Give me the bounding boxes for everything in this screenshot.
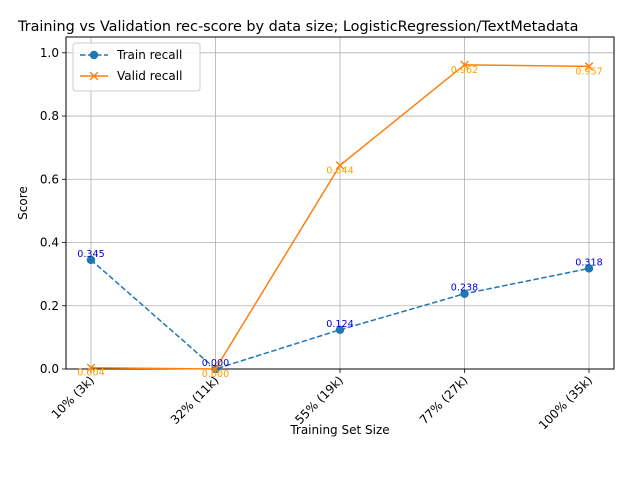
data-point: [335, 161, 345, 170]
data-point: [211, 364, 220, 374]
y-axis: 0.0 0.2 0.4 0.6 0.8 1.0: [40, 46, 66, 376]
y-tick-label: 0.6: [40, 172, 59, 186]
y-tick-label: 0.2: [40, 299, 59, 313]
data-point: [460, 60, 469, 70]
data-point: [584, 62, 594, 71]
y-tick-label: 0.4: [40, 236, 59, 250]
data-labels: 0.345 0.000 0.124 0.238 0.318 0.004 0.000 0.644…: [77, 65, 602, 380]
data-label: 0.962: [451, 65, 478, 76]
y-tick-label: 1.0: [40, 46, 59, 60]
series-layer: [86, 60, 594, 374]
data-label: 0.000: [202, 369, 229, 380]
y-tick-label: 0.8: [40, 109, 59, 123]
data-point: [335, 325, 345, 334]
legend-label: Train recall: [116, 48, 182, 62]
data-label: 0.957: [575, 66, 602, 77]
data-point: [86, 363, 96, 373]
data-label: 0.318: [575, 257, 602, 268]
chart-title: Training vs Validation rec-score by data…: [17, 19, 578, 35]
x-tick-label: 10% (3k): [49, 373, 97, 421]
x-tick-label: 55% (19k): [292, 373, 346, 427]
legend: Train recall Valid recall: [72, 42, 201, 92]
data-point: [460, 289, 469, 298]
legend-label: Valid recall: [117, 69, 182, 83]
y-tick-label: 0.0: [40, 362, 59, 376]
x-axis-label: Training Set Size: [289, 423, 389, 437]
x-tick-label: 32% (11k): [168, 373, 222, 427]
data-label: 0.124: [326, 319, 353, 330]
x-tick-label: 100% (35k): [536, 373, 595, 432]
data-label: 0.345: [77, 249, 104, 260]
y-axis-label: Score: [16, 186, 30, 220]
data-label: 0.000: [202, 358, 229, 369]
data-label: 0.238: [451, 283, 478, 294]
data-point: [86, 255, 96, 265]
data-label: 0.644: [326, 165, 353, 176]
data-label: 0.004: [77, 368, 104, 379]
legend-marker: [89, 50, 99, 60]
x-tick-label: 77% (27k): [417, 373, 471, 427]
legend-marker: [89, 71, 99, 81]
data-point: [584, 264, 594, 273]
